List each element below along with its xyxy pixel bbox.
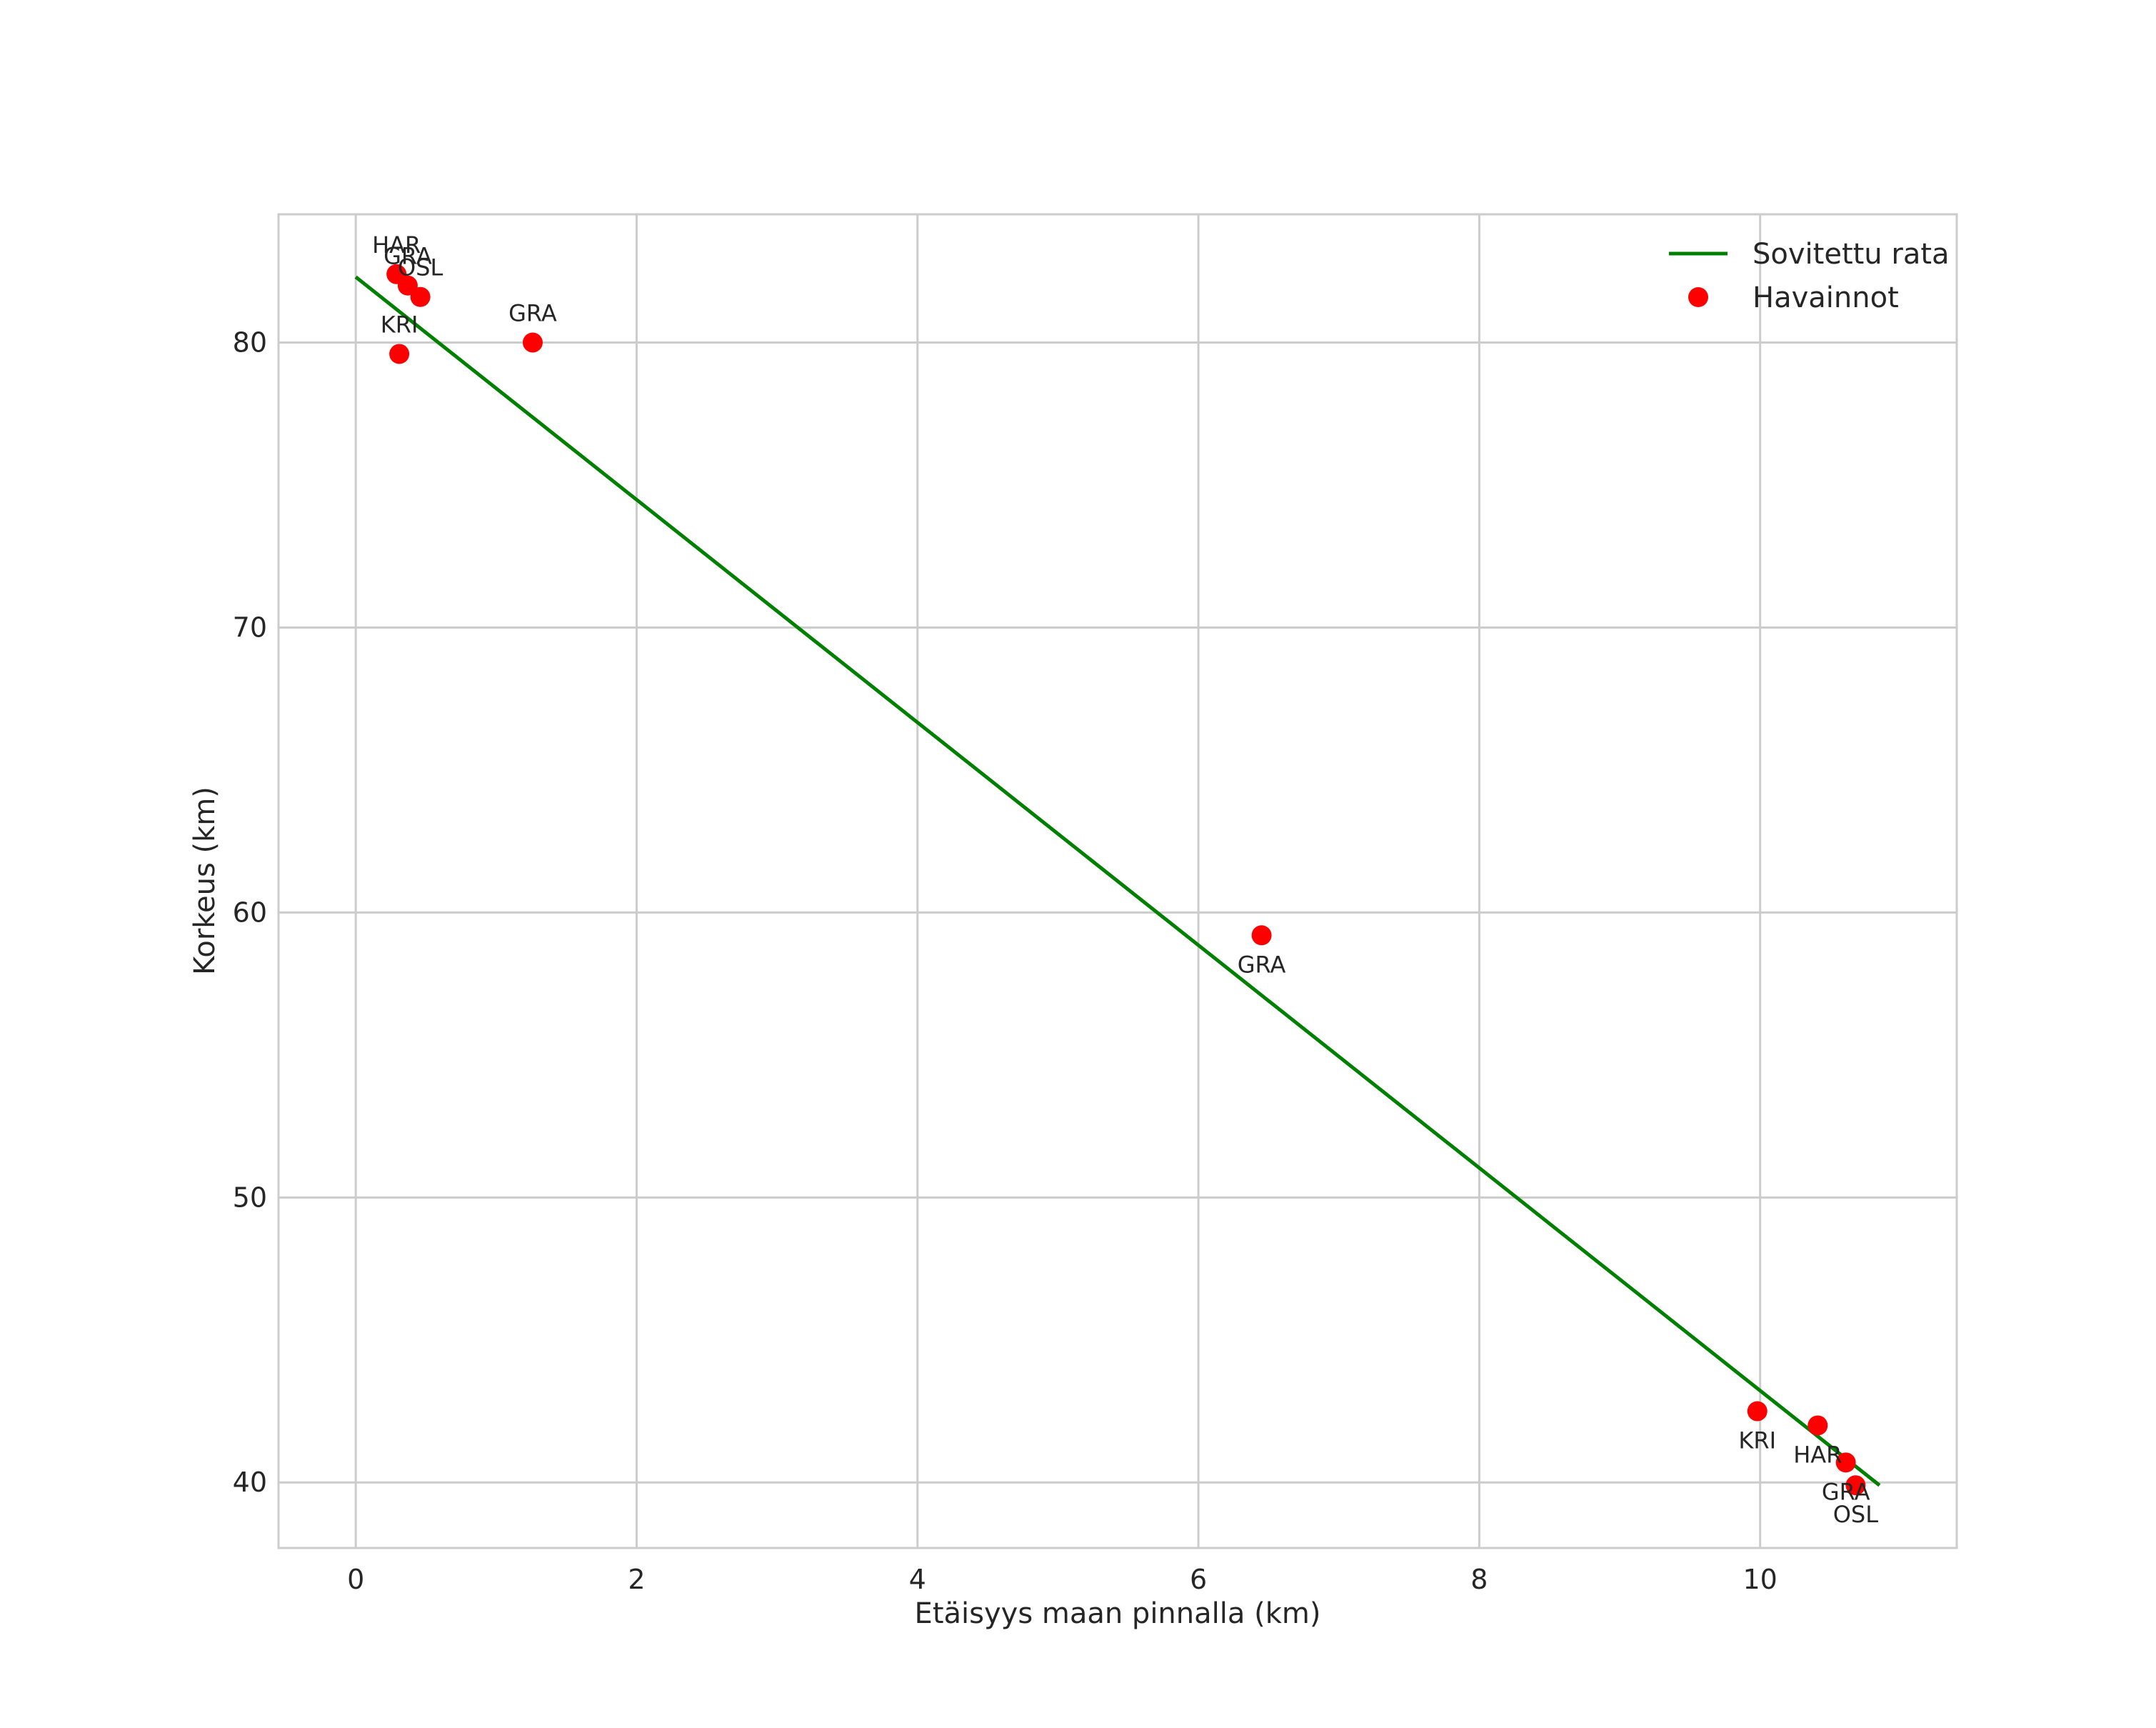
point-label: OSL [1833,1501,1879,1528]
x-tick-label: 10 [1743,1564,1778,1595]
data-point [389,344,410,364]
data-point [410,286,431,307]
tick-labels: 0 2 4 6 8 10 40 50 60 70 80 [233,327,1778,1595]
y-axis-label: Korkeus (km) [189,786,221,975]
data-point [1251,925,1272,946]
fit-line [354,275,1881,1487]
data-point [1835,1452,1856,1473]
legend-label-fit: Sovitettu rata [1753,238,1950,271]
y-tick-label: 70 [233,611,267,643]
legend: Sovitettu rata Havainnot [1669,238,1950,314]
x-tick-label: 2 [628,1564,645,1595]
y-tick-label: 80 [233,327,267,359]
x-tick-label: 6 [1190,1564,1207,1595]
x-tick-label: 4 [909,1564,926,1595]
point-label: GRA [508,300,557,327]
point-label: GRA [1238,951,1286,978]
point-label: KRI [1738,1427,1776,1454]
y-tick-label: 50 [233,1182,267,1213]
data-point [1845,1475,1866,1496]
point-label: GRA [383,243,432,270]
y-tick-label: 60 [233,897,267,928]
legend-label-observations: Havainnot [1753,281,1899,314]
x-tick-label: 8 [1470,1564,1488,1595]
data-point [522,332,543,353]
point-label: KRI [381,311,418,338]
series [354,264,1881,1496]
point-label: OSL [398,254,443,281]
grid [279,214,1957,1548]
x-tick-label: 0 [347,1564,364,1595]
legend-marker-swatch [1688,287,1708,307]
point-label: GRA [1822,1478,1870,1505]
data-point [1807,1415,1828,1436]
data-point [1747,1401,1768,1422]
y-tick-label: 40 [233,1467,267,1498]
point-label: HAR [1793,1441,1842,1468]
point-label: HAR [372,231,421,259]
x-axis-label: Etäisyys maan pinnalla (km) [915,1597,1321,1630]
